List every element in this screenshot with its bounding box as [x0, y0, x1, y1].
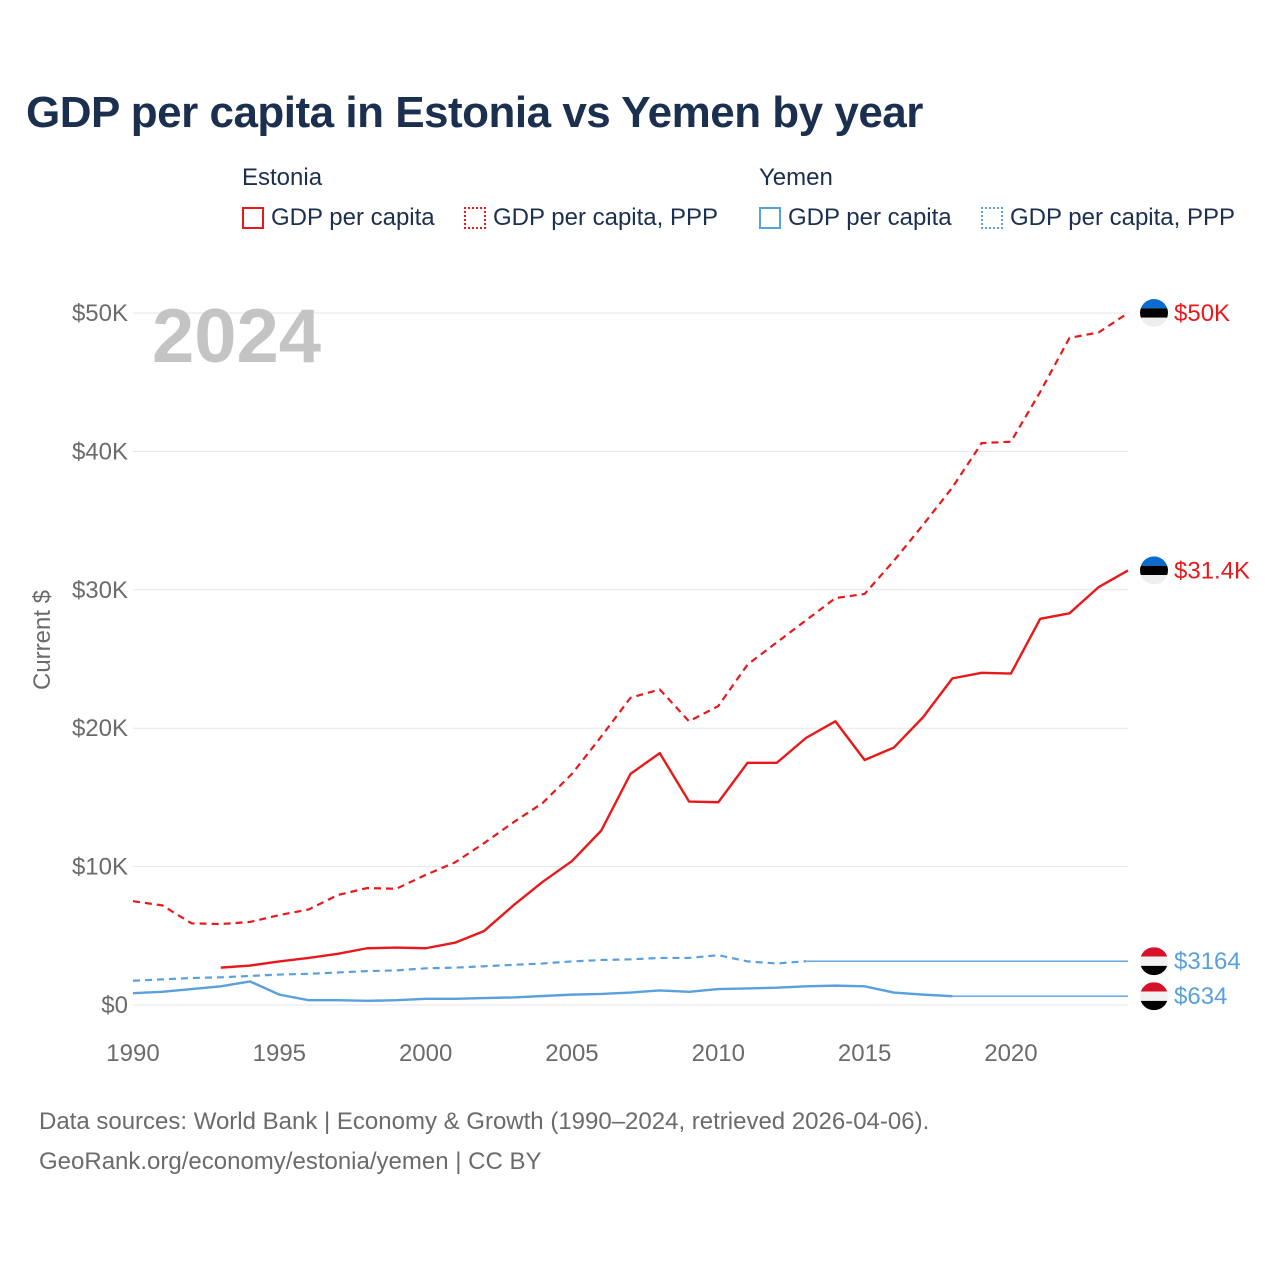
yemen-flag-icon	[1140, 982, 1168, 1011]
legend-estonia-gdp-ppp[interactable]: GDP per capita, PPP	[464, 204, 718, 232]
estonia-flag-icon	[1140, 299, 1168, 327]
legend-label: GDP per capita	[271, 204, 435, 231]
x-tick-label: 2015	[838, 1040, 891, 1067]
grid-lines	[133, 312, 1128, 1006]
series-lines	[132, 312, 1129, 1003]
legend-yemen-gdp-ppp[interactable]: GDP per capita, PPP	[981, 204, 1235, 232]
legend-swatch-dotted-blue	[981, 207, 1003, 229]
series-line-0[interactable]	[132, 312, 1129, 926]
end-value-label: $31.4K	[1174, 557, 1250, 584]
data-sources: Data sources: World Bank | Economy & Gro…	[39, 1108, 930, 1135]
series-line-3[interactable]	[132, 980, 953, 1003]
x-axis-ticks: 1990 1995 2000 2005 2010 2015 2020	[106, 1040, 1037, 1067]
legend-label: GDP per capita, PPP	[1010, 204, 1235, 231]
legend-swatch-solid-blue	[759, 207, 781, 229]
end-value-label: $3164	[1174, 948, 1241, 975]
legend-estonia-gdp[interactable]: GDP per capita	[242, 204, 435, 232]
legend-group-estonia: Estonia	[242, 164, 323, 191]
x-tick-label: 2020	[984, 1040, 1037, 1067]
legend-yemen-gdp[interactable]: GDP per capita	[759, 204, 952, 232]
end-value-label: $634	[1174, 983, 1227, 1010]
y-axis-ticks: $0 $10K $20K $30K $40K $50K	[72, 300, 128, 1019]
y-tick-label: $50K	[72, 300, 128, 327]
x-tick-label: 1995	[253, 1040, 306, 1067]
y-tick-label: $40K	[72, 438, 128, 465]
y-axis-label: Current $	[29, 590, 56, 690]
end-markers: $50K $31.4K $3164 $634	[1140, 299, 1250, 1011]
legend-label: GDP per capita	[788, 204, 952, 231]
credit-link[interactable]: GeoRank.org/economy/estonia/yemen | CC B…	[39, 1148, 542, 1175]
x-tick-label: 1990	[106, 1040, 159, 1067]
series-line-1[interactable]	[220, 569, 1129, 969]
current-year-label: 2024	[152, 294, 321, 379]
legend-swatch-solid-red	[242, 207, 264, 229]
yemen-flag-icon	[1140, 947, 1168, 976]
legend-swatch-dotted-red	[464, 207, 486, 229]
x-tick-label: 2010	[692, 1040, 745, 1067]
series-line-2[interactable]	[132, 954, 807, 982]
legend-group-yemen: Yemen	[759, 164, 833, 191]
x-tick-label: 2005	[545, 1040, 598, 1067]
x-tick-label: 2000	[399, 1040, 452, 1067]
y-tick-label: $20K	[72, 715, 128, 742]
estonia-flag-icon	[1140, 556, 1168, 585]
y-tick-label: $0	[101, 992, 128, 1019]
y-tick-label: $10K	[72, 854, 128, 881]
legend-label: GDP per capita, PPP	[493, 204, 718, 231]
chart-title: GDP per capita in Estonia vs Yemen by ye…	[26, 88, 923, 137]
end-value-label: $50K	[1174, 300, 1230, 327]
y-tick-label: $30K	[72, 577, 128, 604]
